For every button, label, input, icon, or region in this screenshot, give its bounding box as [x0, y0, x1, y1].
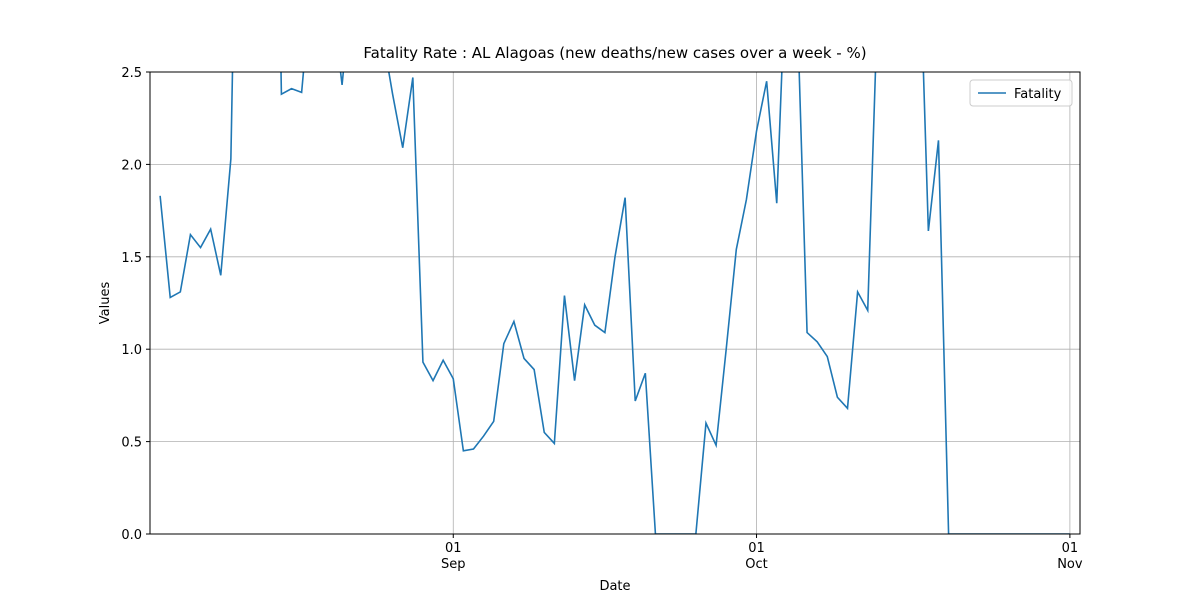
x-axis-label: Date	[599, 579, 630, 594]
series-line	[159, 72, 1070, 534]
legend-box	[969, 79, 1073, 107]
y-tick-label: 0.5	[121, 436, 142, 451]
x-tick-label: 01 Oct	[745, 541, 768, 572]
x-tick-label: 01 Nov	[1057, 541, 1083, 572]
y-tick-label: 2.5	[121, 66, 142, 81]
chart-title: Fatality Rate : AL Alagoas (new deaths/n…	[363, 44, 866, 62]
y-tick-label: 1.0	[121, 343, 142, 358]
axes-frame	[149, 71, 1081, 535]
x-tick-label: 01 Sep	[440, 541, 466, 572]
plot-area	[159, 72, 1070, 534]
legend-label: Fatality	[1014, 87, 1062, 102]
y-axis-label: Values	[98, 282, 113, 325]
y-tick-label: 2.0	[121, 158, 142, 173]
y-tick-label: 1.5	[121, 251, 142, 266]
y-tick-label: 0.0	[121, 528, 142, 543]
